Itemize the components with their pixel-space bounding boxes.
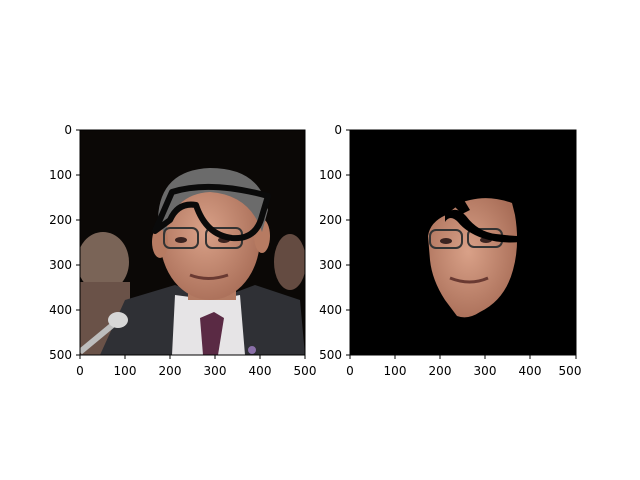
right-x-tick-300: 300	[474, 364, 497, 378]
right-y-tick-400: 400	[319, 303, 342, 317]
left-y-tick-100: 100	[49, 168, 72, 182]
right-x-tick-400: 400	[519, 364, 542, 378]
left-y-tick-500: 500	[49, 348, 72, 362]
right-y-tick-200: 200	[319, 213, 342, 227]
left-y-tick-300: 300	[49, 258, 72, 272]
left-y-tick-400: 400	[49, 303, 72, 317]
right-y-tick-100: 100	[319, 168, 342, 182]
left-y-tick-200: 200	[49, 213, 72, 227]
right-x-tick-0: 0	[346, 364, 354, 378]
right-y-tick-300: 300	[319, 258, 342, 272]
left-x-tick-300: 300	[204, 364, 227, 378]
left-y-tick-0: 0	[64, 123, 72, 137]
right-x-tick-100: 100	[384, 364, 407, 378]
left-x-tick-400: 400	[249, 364, 272, 378]
left-x-axis: 0 100 200 300 400 500	[76, 355, 316, 378]
right-x-tick-500: 500	[559, 364, 582, 378]
photo-original	[77, 130, 306, 362]
left-x-tick-100: 100	[114, 364, 137, 378]
right-y-tick-0: 0	[334, 123, 342, 137]
right-x-axis: 0 100 200 300 400 500	[346, 355, 581, 378]
right-y-axis: 0 100 200 300 400 500	[319, 123, 350, 362]
left-x-tick-0: 0	[76, 364, 84, 378]
photo-masked	[350, 130, 576, 355]
right-x-tick-200: 200	[429, 364, 452, 378]
right-y-tick-500: 500	[319, 348, 342, 362]
panel-original-photo: 0 100 200 300 400 500 0 100 200 300 400 …	[49, 123, 316, 378]
left-x-tick-500: 500	[294, 364, 317, 378]
panel-masked-face: 0 100 200 300 400 500 0 100 200 300 400 …	[319, 123, 581, 378]
left-y-axis: 0 100 200 300 400 500	[49, 123, 80, 362]
left-x-tick-200: 200	[159, 364, 182, 378]
